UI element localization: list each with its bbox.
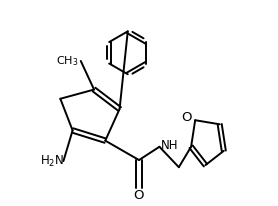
Text: NH: NH bbox=[161, 139, 178, 152]
Text: O: O bbox=[182, 111, 192, 124]
Text: H$_2$N: H$_2$N bbox=[40, 153, 64, 169]
Text: CH$_3$: CH$_3$ bbox=[56, 54, 79, 68]
Text: O: O bbox=[134, 189, 144, 202]
